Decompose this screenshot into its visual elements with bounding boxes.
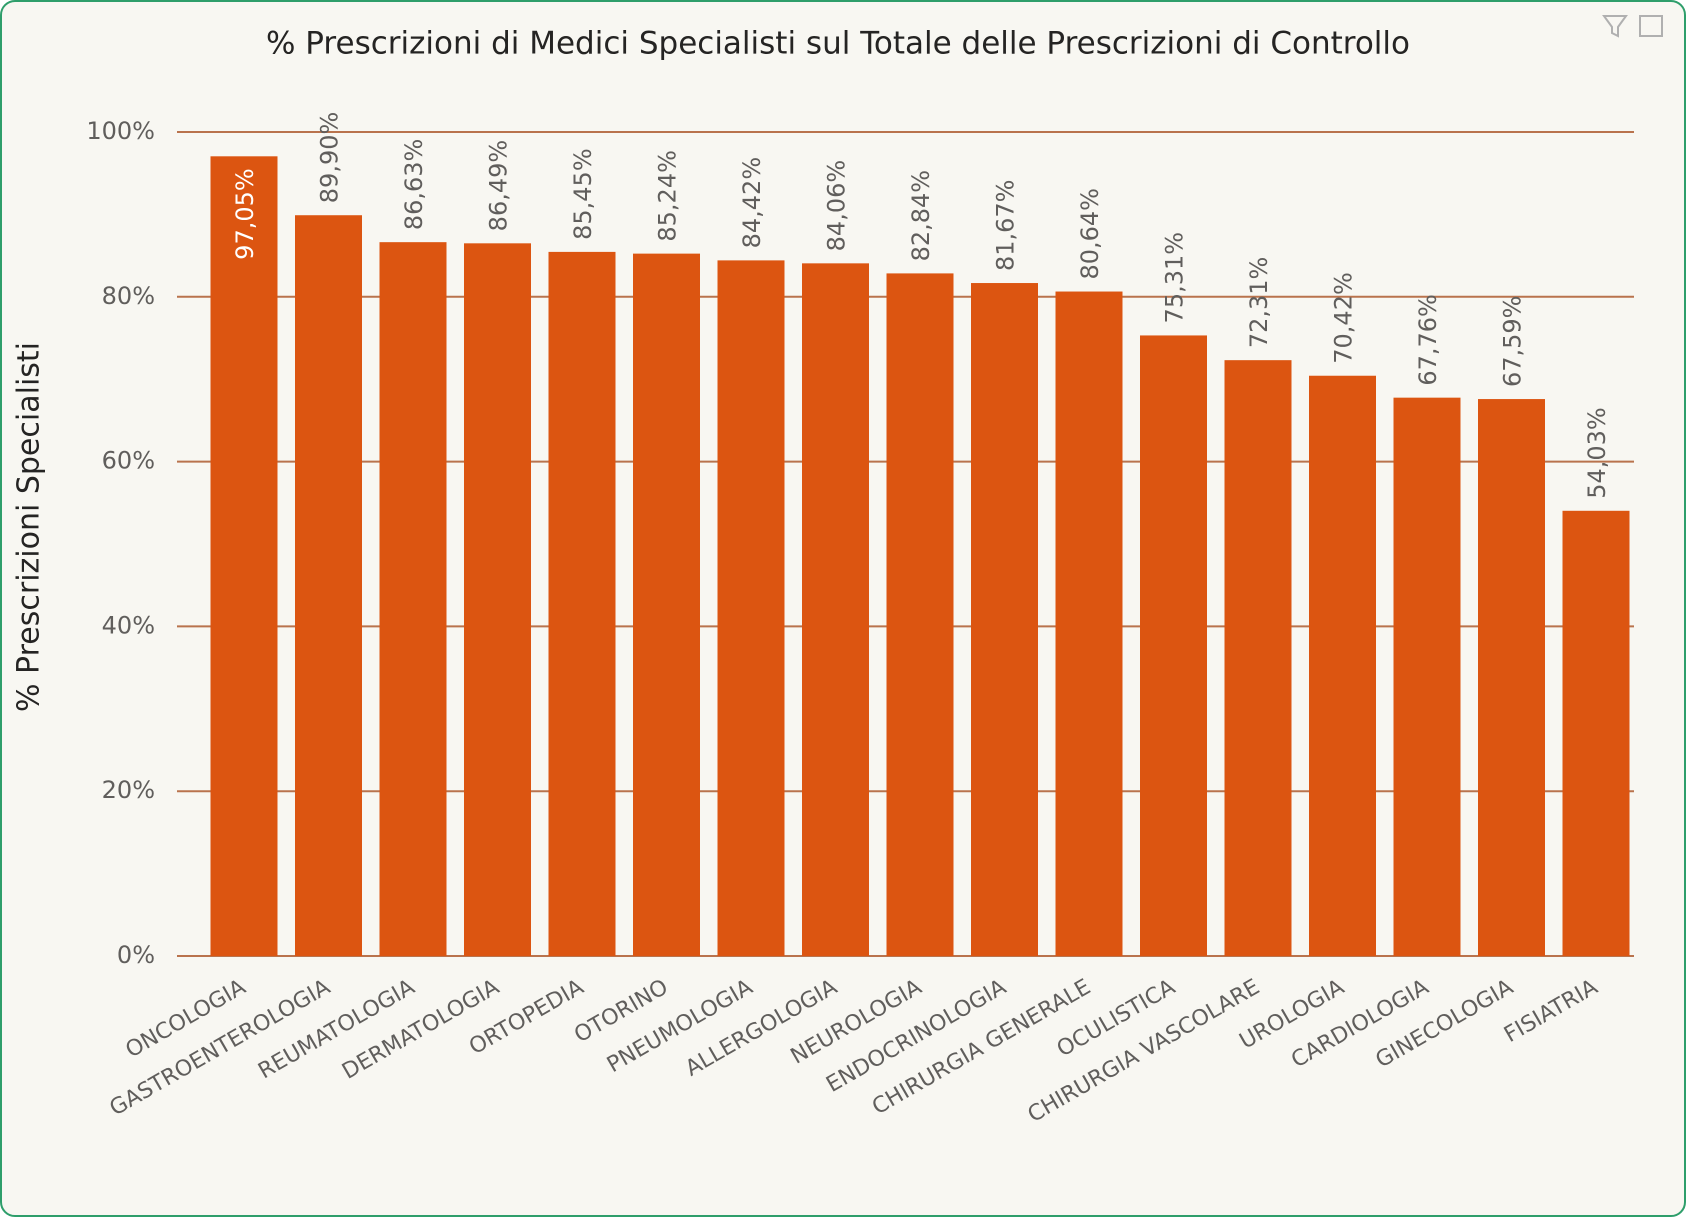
value-label: 84,42% (738, 157, 766, 249)
value-label: 89,90% (316, 112, 344, 204)
bar (210, 156, 278, 957)
bar (464, 243, 531, 957)
bar (1140, 335, 1207, 957)
bar (1478, 399, 1545, 956)
focus-shape (1639, 15, 1663, 37)
value-label: 82,84% (907, 170, 935, 262)
value-label: 85,45% (569, 148, 597, 240)
value-label: 86,63% (400, 139, 428, 231)
bar (971, 283, 1038, 957)
value-label: 67,76% (1414, 294, 1442, 386)
bar (633, 253, 700, 956)
filter-icon[interactable] (1602, 15, 1628, 38)
focus-icon[interactable] (1639, 15, 1663, 37)
bar (1393, 397, 1461, 956)
bar (802, 263, 869, 957)
bar (548, 251, 616, 957)
value-label: 85,24% (654, 150, 682, 242)
bar (1224, 360, 1292, 956)
value-label: 86,49% (485, 140, 513, 232)
chart-title: % Prescrizioni di Medici Specialisti sul… (266, 26, 1410, 62)
bar (886, 273, 954, 956)
value-label: 70,42% (1330, 272, 1358, 364)
y-tick-label: 80% (102, 282, 155, 310)
value-label: 97,05% (231, 168, 259, 260)
filter-shape (1602, 15, 1628, 38)
y-tick-label: 20% (102, 776, 155, 804)
y-axis-title: % Prescrizioni Specialisti (12, 342, 47, 712)
bar (379, 242, 447, 956)
value-label: 67,59% (1499, 296, 1527, 388)
bar (717, 260, 785, 956)
value-label: 54,03% (1583, 407, 1611, 499)
bar (1562, 510, 1630, 956)
value-label: 80,64% (1076, 188, 1104, 280)
value-label: 81,67% (992, 180, 1020, 272)
y-tick-label: 0% (117, 941, 155, 969)
bar (295, 215, 362, 956)
y-tick-label: 100% (86, 117, 155, 145)
y-tick-label: 60% (102, 447, 155, 475)
bar (1309, 375, 1376, 956)
value-label: 75,31% (1161, 232, 1189, 324)
y-tick-label: 40% (102, 611, 155, 639)
value-label: 84,06% (823, 160, 851, 252)
value-label: 72,31% (1245, 257, 1273, 349)
bar (1055, 291, 1123, 957)
